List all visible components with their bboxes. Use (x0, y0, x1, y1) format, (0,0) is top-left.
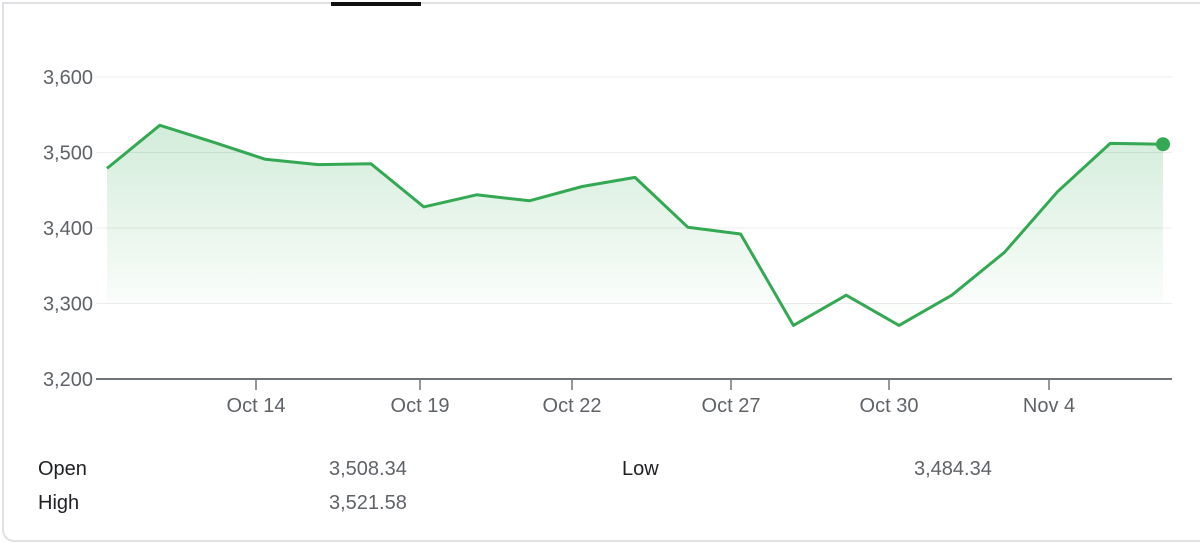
high-label: High (38, 492, 80, 514)
svg-text:3,600: 3,600 (43, 67, 93, 89)
svg-text:Oct 19: Oct 19 (391, 395, 450, 417)
low-label: Low (622, 458, 659, 480)
area-fill (107, 125, 1163, 326)
svg-text:Oct 27: Oct 27 (702, 395, 761, 417)
last-point-marker (1156, 137, 1170, 152)
low-value: 3,484.34 (914, 458, 992, 480)
svg-text:3,200: 3,200 (43, 369, 93, 391)
y-axis-labels: 3,200 3,300 3,400 3,500 3,600 (43, 67, 93, 391)
svg-text:Oct 14: Oct 14 (227, 395, 286, 417)
price-line (106, 123, 1164, 327)
svg-text:3,300: 3,300 (43, 294, 93, 316)
open-label: Open (38, 458, 87, 480)
x-axis-labels: Oct 14 Oct 19 Oct 22 Oct 27 Oct 30 Nov 4 (227, 379, 1075, 417)
high-value: 3,521.58 (329, 492, 407, 514)
active-tab-indicator (331, 2, 421, 6)
svg-text:Oct 30: Oct 30 (860, 395, 919, 417)
svg-text:Oct 22: Oct 22 (543, 395, 602, 417)
svg-text:3,500: 3,500 (43, 143, 93, 165)
svg-text:Nov 4: Nov 4 (1023, 395, 1075, 417)
open-value: 3,508.34 (329, 458, 407, 480)
svg-text:3,400: 3,400 (43, 218, 93, 240)
